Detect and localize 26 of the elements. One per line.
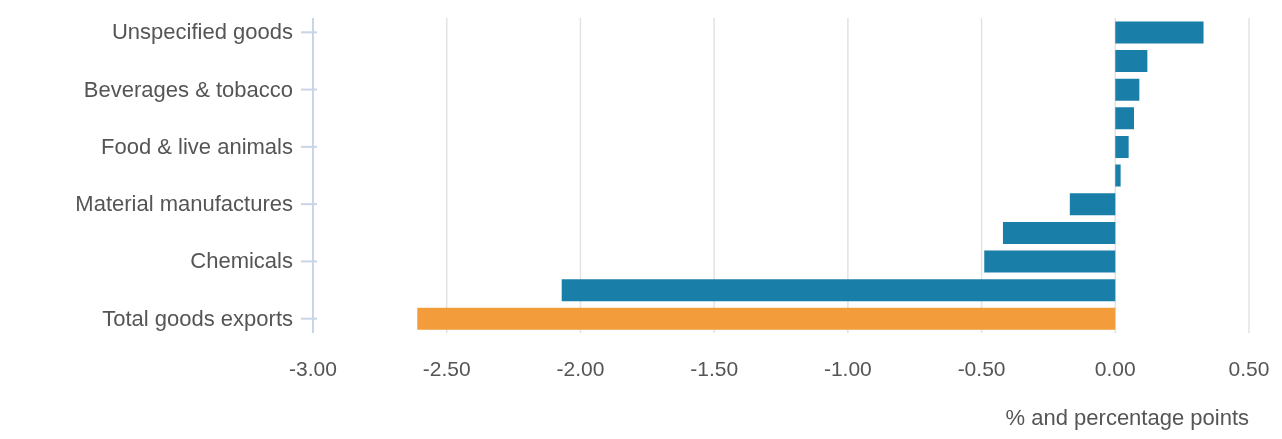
bar [417,307,1116,330]
bar [1115,107,1135,130]
bar [1115,78,1140,101]
y-tick-label: Material manufactures [75,191,293,217]
x-tick-label: -2.00 [556,356,605,380]
x-tick-label: -1.00 [823,356,872,380]
bar [1115,164,1121,187]
bar [984,250,1116,273]
y-tick-label: Total goods exports [102,305,293,331]
bar [1115,135,1129,158]
bar [1115,21,1204,44]
x-axis-title: % and percentage points [1005,405,1249,430]
x-tick-label: 0.00 [1094,356,1136,380]
x-tick-label: -0.50 [957,356,1006,380]
x-tick-label: -2.50 [422,356,471,380]
bar [1002,221,1116,244]
bar [1069,193,1116,216]
x-tick-label: -3.00 [289,356,337,380]
x-tick-label: 0.50 [1228,356,1270,380]
y-tick-label: Food & live animals [101,133,293,159]
y-tick-label: Chemicals [190,248,293,274]
y-tick-label: Unspecified goods [111,19,293,45]
y-tick-label: Beverages & tobacco [83,76,293,102]
bar [1115,50,1148,73]
bar [561,279,1116,302]
x-tick-label: -1.50 [690,356,739,380]
